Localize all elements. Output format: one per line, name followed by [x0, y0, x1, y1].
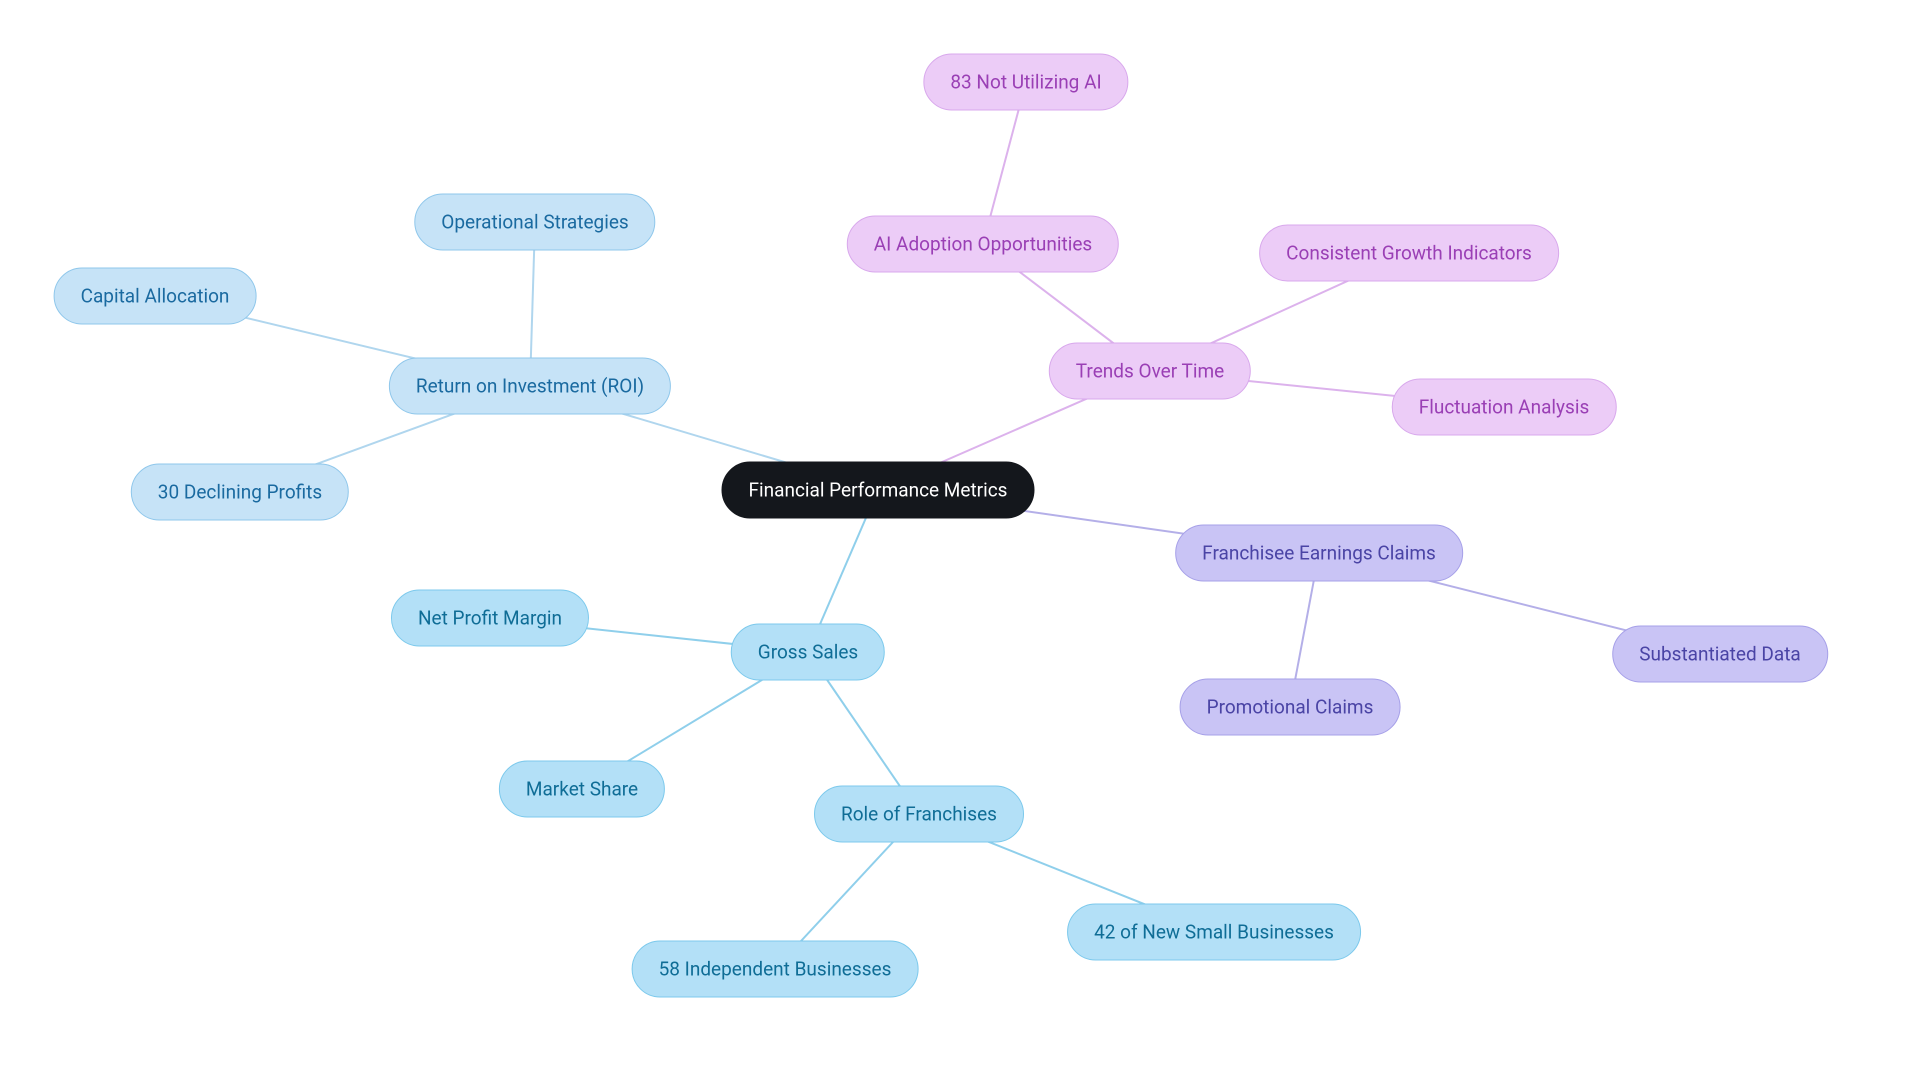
node-franchrole: Role of Franchises [814, 786, 1024, 843]
node-label: Gross Sales [758, 641, 858, 664]
node-label: Capital Allocation [81, 285, 230, 308]
node-marketshare: Market Share [499, 761, 665, 818]
node-label: Market Share [526, 778, 638, 801]
node-opstrat: Operational Strategies [414, 194, 655, 251]
node-netprofit: Net Profit Margin [391, 590, 589, 647]
node-substdata: Substantiated Data [1612, 626, 1828, 683]
node-label: AI Adoption Opportunities [874, 233, 1092, 256]
node-promo: Promotional Claims [1180, 679, 1401, 736]
node-notutilizing: 83 Not Utilizing AI [923, 54, 1128, 111]
node-independent: 58 Independent Businesses [632, 941, 919, 998]
node-declining: 30 Declining Profits [131, 464, 349, 521]
node-aiadopt: AI Adoption Opportunities [847, 216, 1119, 273]
node-capital: Capital Allocation [54, 268, 257, 325]
node-fluctuation: Fluctuation Analysis [1392, 379, 1617, 436]
node-center: Financial Performance Metrics [722, 462, 1035, 519]
node-label: 30 Declining Profits [158, 481, 322, 504]
mindmap-canvas: Financial Performance Metrics Return on … [0, 0, 1920, 1083]
node-label: Role of Franchises [841, 803, 997, 826]
node-label: Promotional Claims [1207, 696, 1374, 719]
node-growth: Consistent Growth Indicators [1259, 225, 1559, 282]
node-newsmall: 42 of New Small Businesses [1067, 904, 1361, 961]
node-trends: Trends Over Time [1049, 343, 1251, 400]
node-roi: Return on Investment (ROI) [389, 358, 671, 415]
edges-layer [0, 0, 1920, 1083]
node-earnings: Franchisee Earnings Claims [1175, 525, 1463, 582]
node-label: 42 of New Small Businesses [1094, 921, 1334, 944]
node-label: Fluctuation Analysis [1419, 396, 1590, 419]
node-label: Substantiated Data [1639, 643, 1801, 666]
node-label: Franchisee Earnings Claims [1202, 542, 1436, 565]
node-label: Financial Performance Metrics [749, 479, 1008, 502]
node-label: Consistent Growth Indicators [1286, 242, 1532, 265]
node-label: Operational Strategies [441, 211, 628, 234]
node-gross: Gross Sales [731, 624, 885, 681]
node-label: Net Profit Margin [418, 607, 562, 630]
node-label: Trends Over Time [1076, 360, 1224, 383]
node-label: 83 Not Utilizing AI [950, 71, 1101, 94]
node-label: 58 Independent Businesses [659, 958, 892, 981]
node-label: Return on Investment (ROI) [416, 375, 644, 398]
